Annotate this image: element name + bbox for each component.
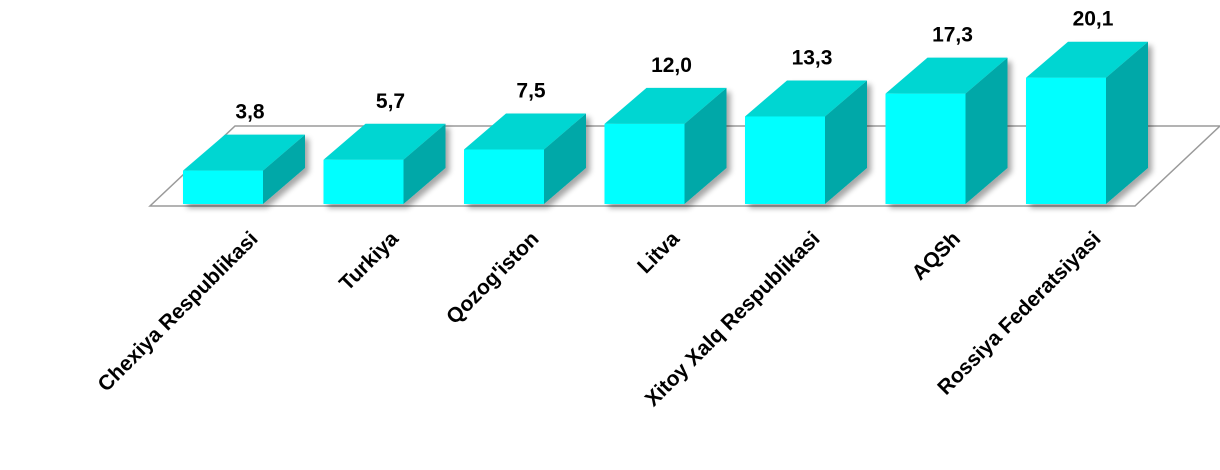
value-label-aqsh: 17,3 <box>932 24 973 47</box>
bar-side-face <box>684 87 727 204</box>
bar-top-face <box>885 57 1008 94</box>
bar-front-face <box>464 149 544 204</box>
value-label-xitoy-xalq-respublikasi: 13,3 <box>792 46 833 69</box>
bar-side-face <box>1106 41 1148 204</box>
bar-side-face <box>544 113 586 204</box>
value-label-turkiya: 5,7 <box>376 90 405 113</box>
bar-front-face <box>1026 77 1106 204</box>
bar-top-face <box>464 113 586 150</box>
value-label-qozog-iston: 7,5 <box>516 80 546 103</box>
bars-group <box>183 41 1148 205</box>
bar-chexiya-respublikasi <box>183 134 305 204</box>
category-label-rossiya-federatsiyasi: Rossiya Federatsiyasi <box>933 227 1105 399</box>
bar-front-face <box>745 116 825 204</box>
bar-front-face <box>323 159 404 204</box>
bar-side-face <box>825 80 867 204</box>
bar-top-face <box>183 134 305 171</box>
bar-front-face <box>885 93 966 204</box>
value-label-litva: 12,0 <box>651 54 692 77</box>
bar-top-face <box>604 87 727 124</box>
bar-front-face <box>604 123 685 204</box>
bar-aqsh <box>885 57 1008 205</box>
category-label-turkiya: Turkiya <box>335 227 403 295</box>
bar-xitoy-xalq-respublikasi <box>745 80 867 204</box>
bar-turkiya <box>323 123 446 204</box>
value-labels-group: 3,8 5,7 7,5 12,0 13,3 17,3 20,1 <box>235 8 1113 124</box>
bar-side-face <box>403 123 446 204</box>
value-label-chexiya-respublikasi: 3,8 <box>235 101 265 124</box>
value-label-rossiya-federatsiyasi: 20,1 <box>1073 8 1114 31</box>
bar-rossiya-federatsiyasi <box>1026 41 1148 204</box>
bar-top-face <box>745 80 867 117</box>
bar-side-face <box>263 134 305 204</box>
category-label-litva: Litva <box>633 227 684 278</box>
category-labels-group: Chexiya Respublikasi Turkiya Qozog'iston Li… <box>94 227 1106 411</box>
category-label-aqsh: AQSh <box>908 227 966 285</box>
bar-front-face <box>183 170 263 204</box>
bar-top-face <box>1026 41 1148 78</box>
bar-litva <box>604 87 727 204</box>
bar-side-face <box>965 57 1008 205</box>
bar-qozog-iston <box>464 113 586 204</box>
category-label-chexiya-respublikasi: Chexiya Respublikasi <box>94 227 263 396</box>
bar-top-face <box>323 123 446 160</box>
category-label-qozog-iston: Qozog'iston <box>442 227 543 328</box>
